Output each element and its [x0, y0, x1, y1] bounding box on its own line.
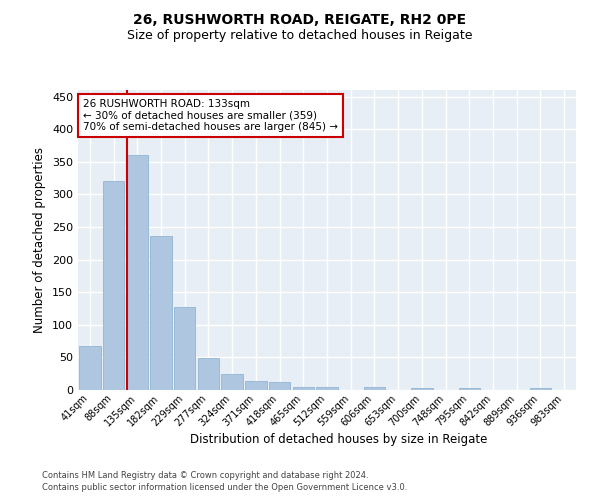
Bar — [221, 374, 243, 390]
Bar — [127, 155, 148, 390]
Bar — [530, 388, 551, 390]
Bar — [103, 182, 124, 390]
Bar — [79, 346, 101, 390]
Bar — [269, 382, 290, 390]
Text: 26, RUSHWORTH ROAD, REIGATE, RH2 0PE: 26, RUSHWORTH ROAD, REIGATE, RH2 0PE — [133, 12, 467, 26]
Text: Size of property relative to detached houses in Reigate: Size of property relative to detached ho… — [127, 29, 473, 42]
Bar — [293, 388, 314, 390]
Bar — [458, 388, 480, 390]
Bar — [174, 307, 196, 390]
Bar — [364, 388, 385, 390]
Bar — [411, 388, 433, 390]
Y-axis label: Number of detached properties: Number of detached properties — [34, 147, 46, 333]
Bar — [198, 358, 219, 390]
Text: Contains HM Land Registry data © Crown copyright and database right 2024.: Contains HM Land Registry data © Crown c… — [42, 471, 368, 480]
Bar — [316, 388, 338, 390]
Text: Contains public sector information licensed under the Open Government Licence v3: Contains public sector information licen… — [42, 484, 407, 492]
Text: Distribution of detached houses by size in Reigate: Distribution of detached houses by size … — [190, 432, 488, 446]
Bar — [151, 236, 172, 390]
Text: 26 RUSHWORTH ROAD: 133sqm
← 30% of detached houses are smaller (359)
70% of semi: 26 RUSHWORTH ROAD: 133sqm ← 30% of detac… — [83, 99, 338, 132]
Bar — [245, 381, 266, 390]
